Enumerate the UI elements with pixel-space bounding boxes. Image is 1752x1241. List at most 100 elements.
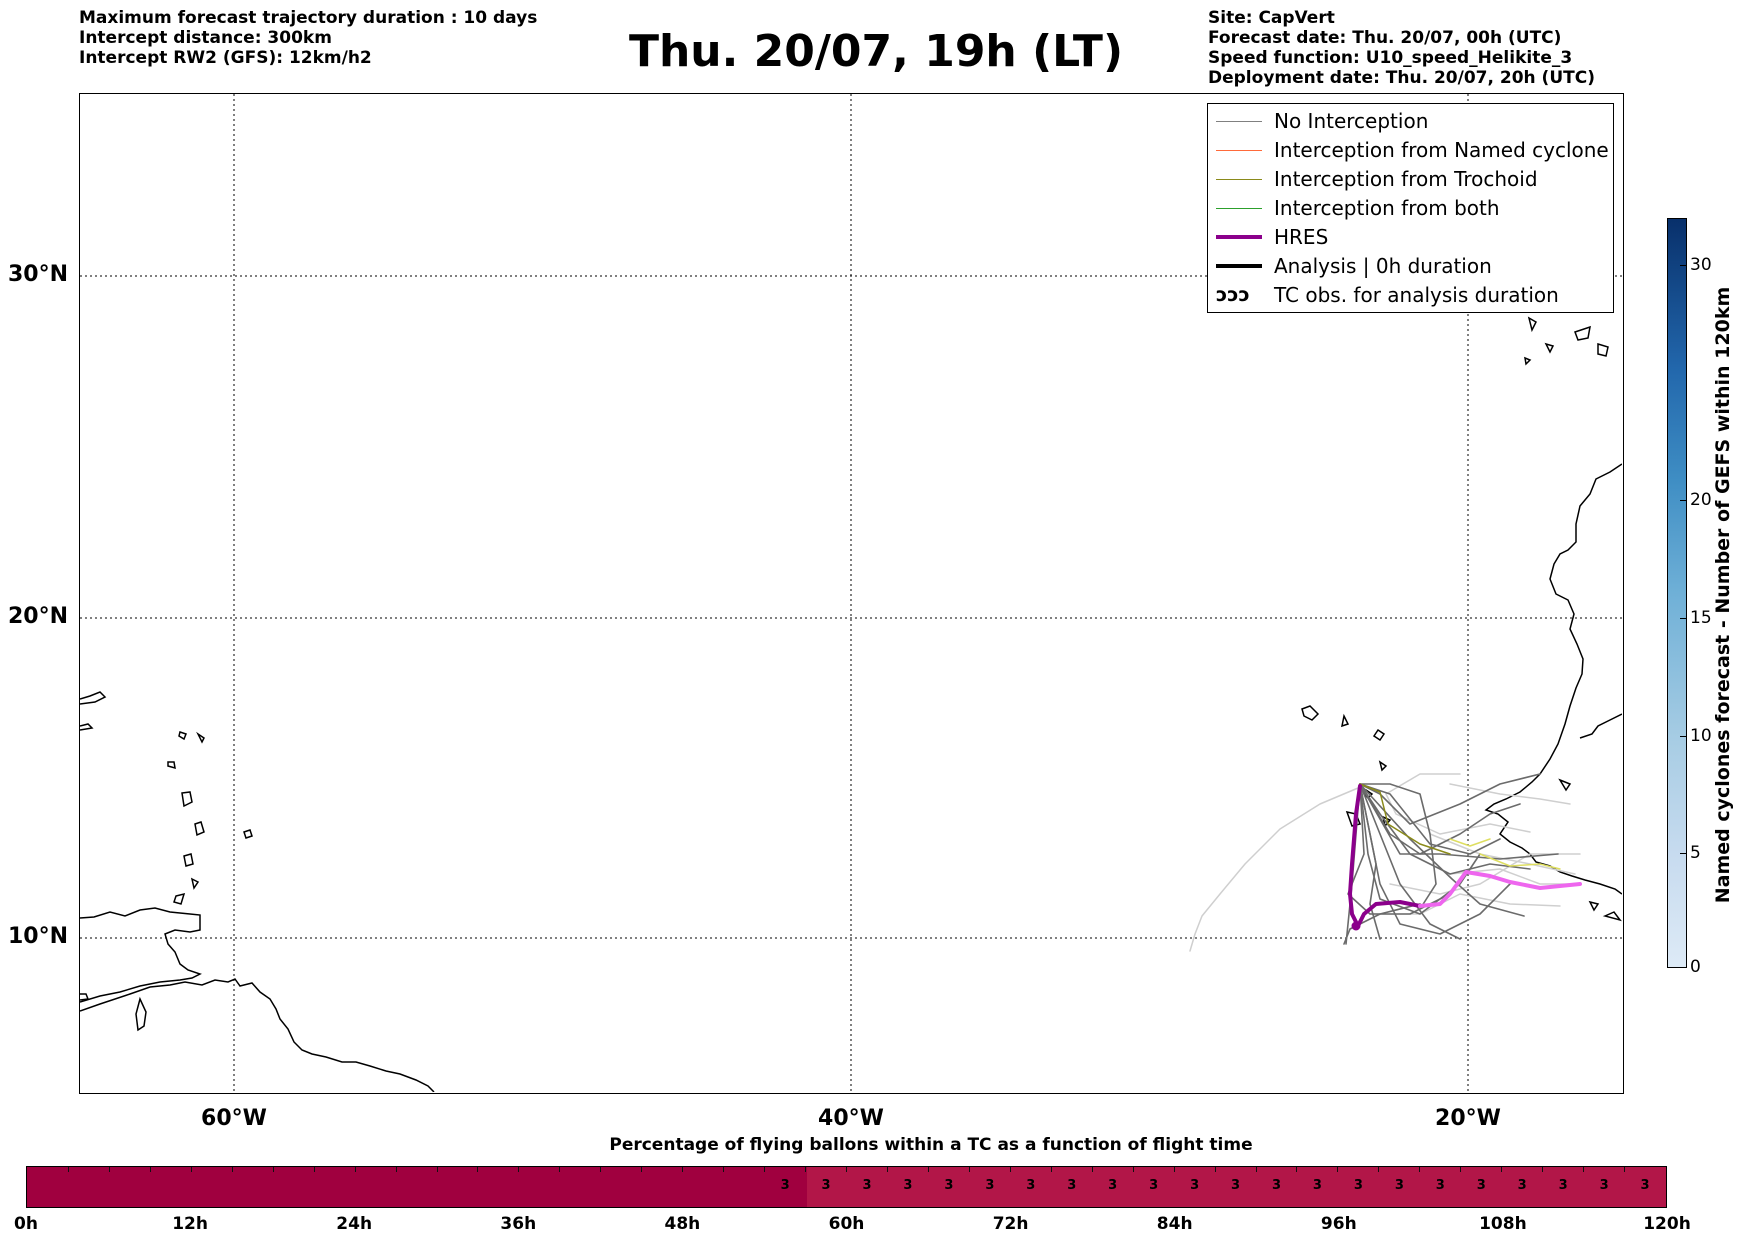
timebar-value: 3 [1353, 1178, 1363, 1193]
timebar-tick [600, 1167, 602, 1172]
colorbar-tick: 10 [1690, 726, 1712, 746]
timebar-label: 60h [828, 1214, 865, 1234]
colorbar-label: Named cyclones forecast - Number of GEFS… [1712, 286, 1734, 904]
colorbar-tick: 15 [1690, 608, 1712, 628]
timebar-label: 96h [1320, 1214, 1357, 1234]
timebar-tick [231, 1167, 233, 1172]
lat-label-30n: 30°N [8, 262, 69, 287]
legend-swatch [1216, 208, 1262, 209]
colorbar-tick: 20 [1690, 490, 1712, 510]
legend-label: No Interception [1274, 109, 1429, 133]
header-left: Maximum forecast trajectory duration : 1… [79, 8, 537, 68]
timebar-tick [1173, 1167, 1175, 1172]
timebar-tick [190, 1167, 192, 1172]
timebar-value: 3 [903, 1178, 913, 1193]
max-duration-text: Maximum forecast trajectory duration : 1… [79, 8, 538, 28]
timebar-label: 12h [172, 1214, 208, 1234]
timebar-tick [559, 1167, 561, 1172]
legend-item-no-interception: No Interception [1216, 107, 1428, 135]
tc-symbol-icon: ↄↄↄ [1216, 284, 1250, 306]
timebar-value: 3 [1067, 1178, 1077, 1193]
timebar-tick [968, 1167, 970, 1172]
legend-item-named-cyclone: Interception from Named cyclone [1216, 136, 1609, 164]
intercept-distance-text: Intercept distance: 300km [79, 28, 332, 48]
legend-swatch [1216, 121, 1262, 122]
timebar-tick [1214, 1167, 1216, 1172]
legend-item-tc-obs: ↄↄↄ TC obs. for analysis duration [1216, 281, 1559, 309]
timebar-value: 3 [1312, 1178, 1322, 1193]
deployment-date-text: Deployment date: Thu. 20/07, 20h (UTC) [1208, 68, 1595, 88]
lat-label-20n: 20°N [8, 604, 69, 629]
timebar-tick [682, 1167, 684, 1172]
timebar-tick [354, 1167, 356, 1172]
timebar-tick [518, 1167, 520, 1172]
site-text: Site: CapVert [1208, 8, 1335, 28]
lon-label-60w: 60°W [201, 1106, 267, 1131]
timebar-value: 3 [1599, 1178, 1609, 1193]
timebar-label: 36h [500, 1214, 537, 1234]
timebar-tick [1501, 1167, 1503, 1172]
lon-label-40w: 40°W [818, 1106, 884, 1131]
legend-item-analysis: Analysis | 0h duration [1216, 252, 1492, 280]
timebar-highlight [807, 1167, 1666, 1207]
timebar-value: 3 [862, 1178, 872, 1193]
timebar-value: 3 [1476, 1178, 1486, 1193]
timebar-tick [1460, 1167, 1462, 1172]
light-ensemble-tracks [1189, 773, 1581, 952]
coastlines [80, 316, 1622, 1092]
timebar-label: 108h [1479, 1214, 1527, 1234]
trochoid-tracks [1359, 783, 1451, 855]
page-title: Thu. 20/07, 19h (LT) [628, 26, 1124, 77]
hres-track-late [1418, 870, 1582, 908]
timebar: 3 3 3 3 3 3 3 3 3 3 3 3 3 3 3 3 3 3 3 3 3 3 [26, 1166, 1667, 1208]
timebar-label: 120h [1643, 1214, 1691, 1234]
timebar-tick [641, 1167, 643, 1172]
timebar-label: 0h [14, 1214, 38, 1234]
legend-item-hres: HRES [1216, 223, 1328, 251]
timebar-tick [149, 1167, 151, 1172]
timebar-tick [1009, 1167, 1011, 1172]
legend-item-both: Interception from both [1216, 194, 1500, 222]
timebar-value: 3 [1026, 1178, 1036, 1193]
timebar-tick [1132, 1167, 1134, 1172]
legend-swatch [1216, 150, 1262, 151]
timebar-value: 3 [1149, 1178, 1159, 1193]
timebar-value: 3 [1640, 1178, 1650, 1193]
forecast-date-text: Forecast date: Thu. 20/07, 00h (UTC) [1208, 28, 1562, 48]
timebar-value: 3 [944, 1178, 954, 1193]
timebar-tick [1296, 1167, 1298, 1172]
timebar-tick [927, 1167, 929, 1172]
timebar-tick [67, 1167, 69, 1172]
timebar-tick [477, 1167, 479, 1172]
timebar-tick [805, 1167, 807, 1172]
speed-function-text: Speed function: U10_speed_Helikite_3 [1208, 48, 1573, 68]
legend-item-trochoid: Interception from Trochoid [1216, 165, 1538, 193]
timebar-tick [1255, 1167, 1257, 1172]
intercept-rw2-text: Intercept RW2 (GFS): 12km/h2 [79, 48, 372, 68]
timebar-tick [1419, 1167, 1421, 1172]
timebar-label: 48h [664, 1214, 701, 1234]
timebar-tick [764, 1167, 766, 1172]
timebar-value: 3 [1190, 1178, 1200, 1193]
legend-label: Interception from Named cyclone [1274, 138, 1609, 162]
trajectories [1189, 773, 1582, 952]
legend-label: Interception from both [1274, 196, 1500, 220]
header-right: Site: CapVert Forecast date: Thu. 20/07,… [1208, 8, 1595, 88]
timebar-tick [108, 1167, 110, 1172]
legend-label: Interception from Trochoid [1274, 167, 1538, 191]
timebar-tick [1378, 1167, 1380, 1172]
timebar-value: 3 [1231, 1178, 1241, 1193]
no-interception-tracks [1343, 773, 1559, 945]
timebar-value: 3 [1558, 1178, 1568, 1193]
legend-label: TC obs. for analysis duration [1274, 283, 1559, 307]
legend-swatch [1216, 235, 1262, 239]
hres-track [1348, 784, 1422, 928]
legend-swatch [1216, 264, 1262, 268]
hres-start-marker [1351, 921, 1361, 931]
timebar-value: 3 [780, 1178, 790, 1193]
timebar-value: 3 [985, 1178, 995, 1193]
timebar-value: 3 [1435, 1178, 1445, 1193]
timebar-tick [1337, 1167, 1339, 1172]
timebar-value: 3 [1517, 1178, 1527, 1193]
timebar-label: 72h [992, 1214, 1029, 1234]
